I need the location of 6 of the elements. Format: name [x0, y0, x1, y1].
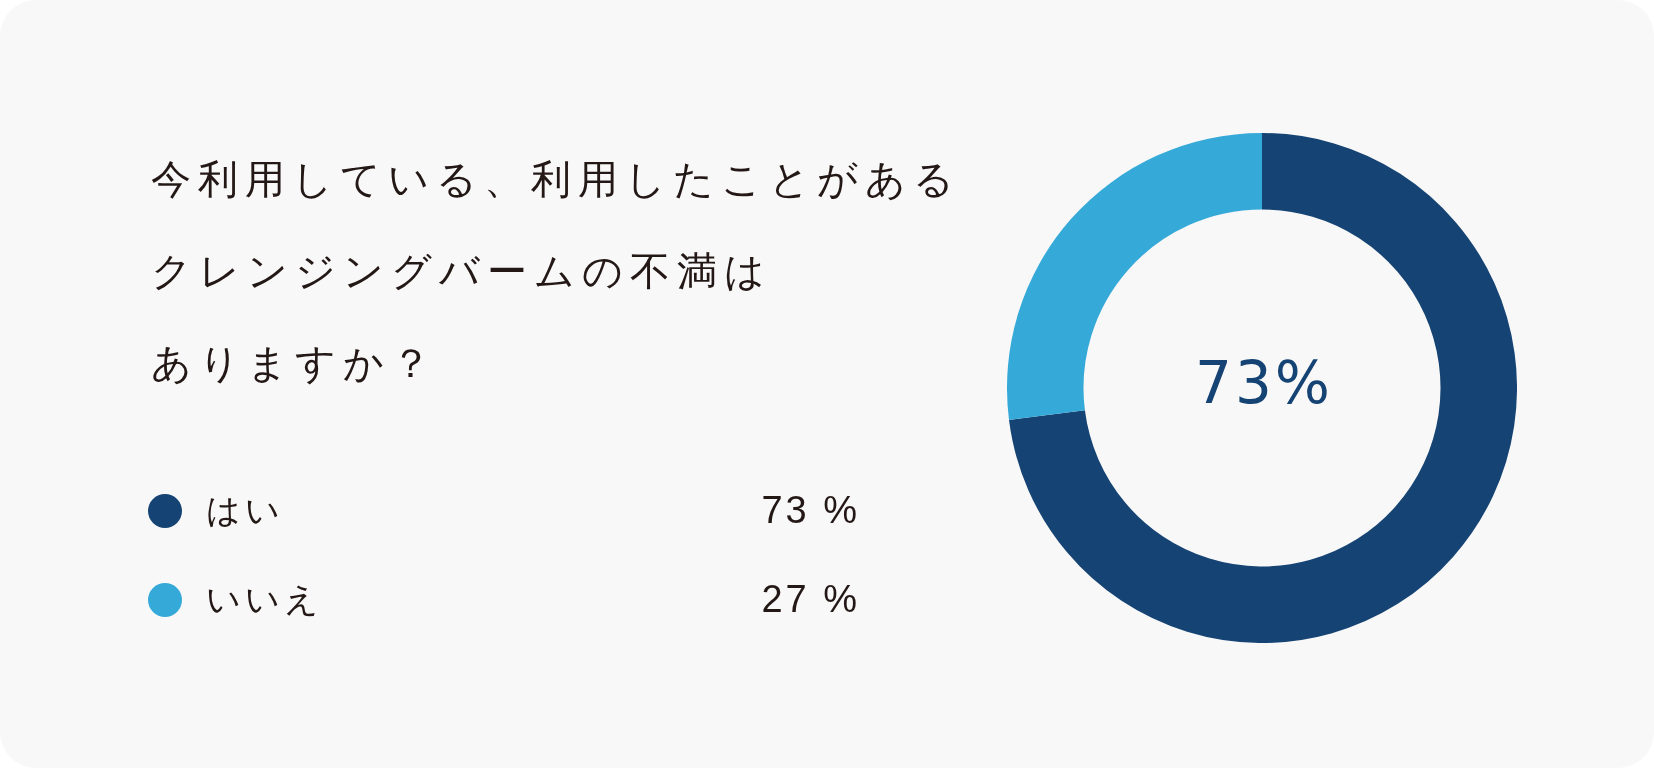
legend-label: いいえ [206, 577, 323, 621]
legend-label: はい [206, 488, 284, 532]
text: 73% [1195, 349, 1333, 418]
data-label: 73 % [761, 489, 860, 532]
data-label: 27 % [761, 578, 860, 621]
text: 今利用している、利用したことがあるクレンジングバームの不満はありますか？ [151, 155, 962, 388]
